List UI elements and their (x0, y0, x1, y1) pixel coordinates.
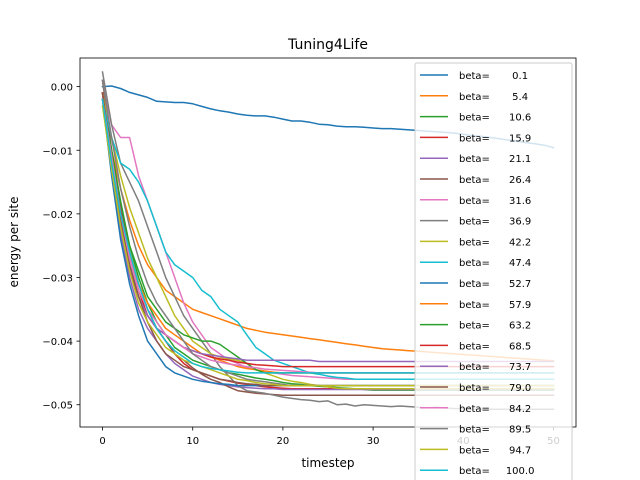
y-tick-label: −0.05 (42, 401, 73, 412)
chart-title: Tuning4Life (287, 37, 368, 53)
legend-label-2: beta= 5.4 (459, 92, 528, 103)
legend-label-7: beta= 31.6 (459, 196, 531, 207)
legend-label-4: beta= 15.9 (459, 133, 531, 144)
x-tick-label: 20 (277, 436, 290, 447)
y-tick-label: −0.04 (42, 337, 73, 348)
y-axis-label: energy per site (7, 196, 21, 287)
legend-label-15: beta= 73.7 (459, 362, 531, 373)
legend-label-14: beta= 68.5 (459, 341, 531, 352)
y-tick-label: −0.03 (42, 273, 73, 284)
legend-label-6: beta= 26.4 (459, 175, 531, 186)
legend-label-12: beta= 57.9 (459, 300, 531, 311)
legend-label-19: beta= 94.7 (459, 445, 531, 456)
y-tick-label: −0.01 (42, 146, 73, 157)
legend-label-18: beta= 89.5 (459, 425, 531, 436)
legend-label-13: beta= 63.2 (459, 321, 531, 332)
legend-box (414, 62, 573, 480)
legend-label-10: beta= 47.4 (459, 258, 531, 269)
legend-label-1: beta= 0.1 (459, 71, 528, 82)
x-tick-label: 10 (186, 436, 199, 447)
x-tick-label: 30 (367, 436, 380, 447)
y-tick-label: −0.02 (42, 210, 73, 221)
legend-label-11: beta= 52.7 (459, 279, 531, 290)
legend-label-5: beta= 21.1 (459, 154, 531, 165)
legend-label-16: beta= 79.0 (459, 383, 531, 394)
axes-frame (79, 57, 577, 428)
legend-label-8: beta= 36.9 (459, 217, 531, 228)
legend-label-20: beta= 100.0 (459, 466, 534, 477)
x-tick-label: 0 (99, 436, 105, 447)
legend-label-17: beta= 84.2 (459, 404, 531, 415)
y-tick-label: 0.00 (51, 83, 73, 94)
x-axis-label: timestep (301, 456, 354, 470)
legend: beta= 0.1 beta= 5.4 beta= 10.6 beta= 15.9 be… (414, 62, 573, 480)
legend-label-3: beta= 10.6 (459, 113, 531, 124)
legend-label-9: beta= 42.2 (459, 237, 531, 248)
